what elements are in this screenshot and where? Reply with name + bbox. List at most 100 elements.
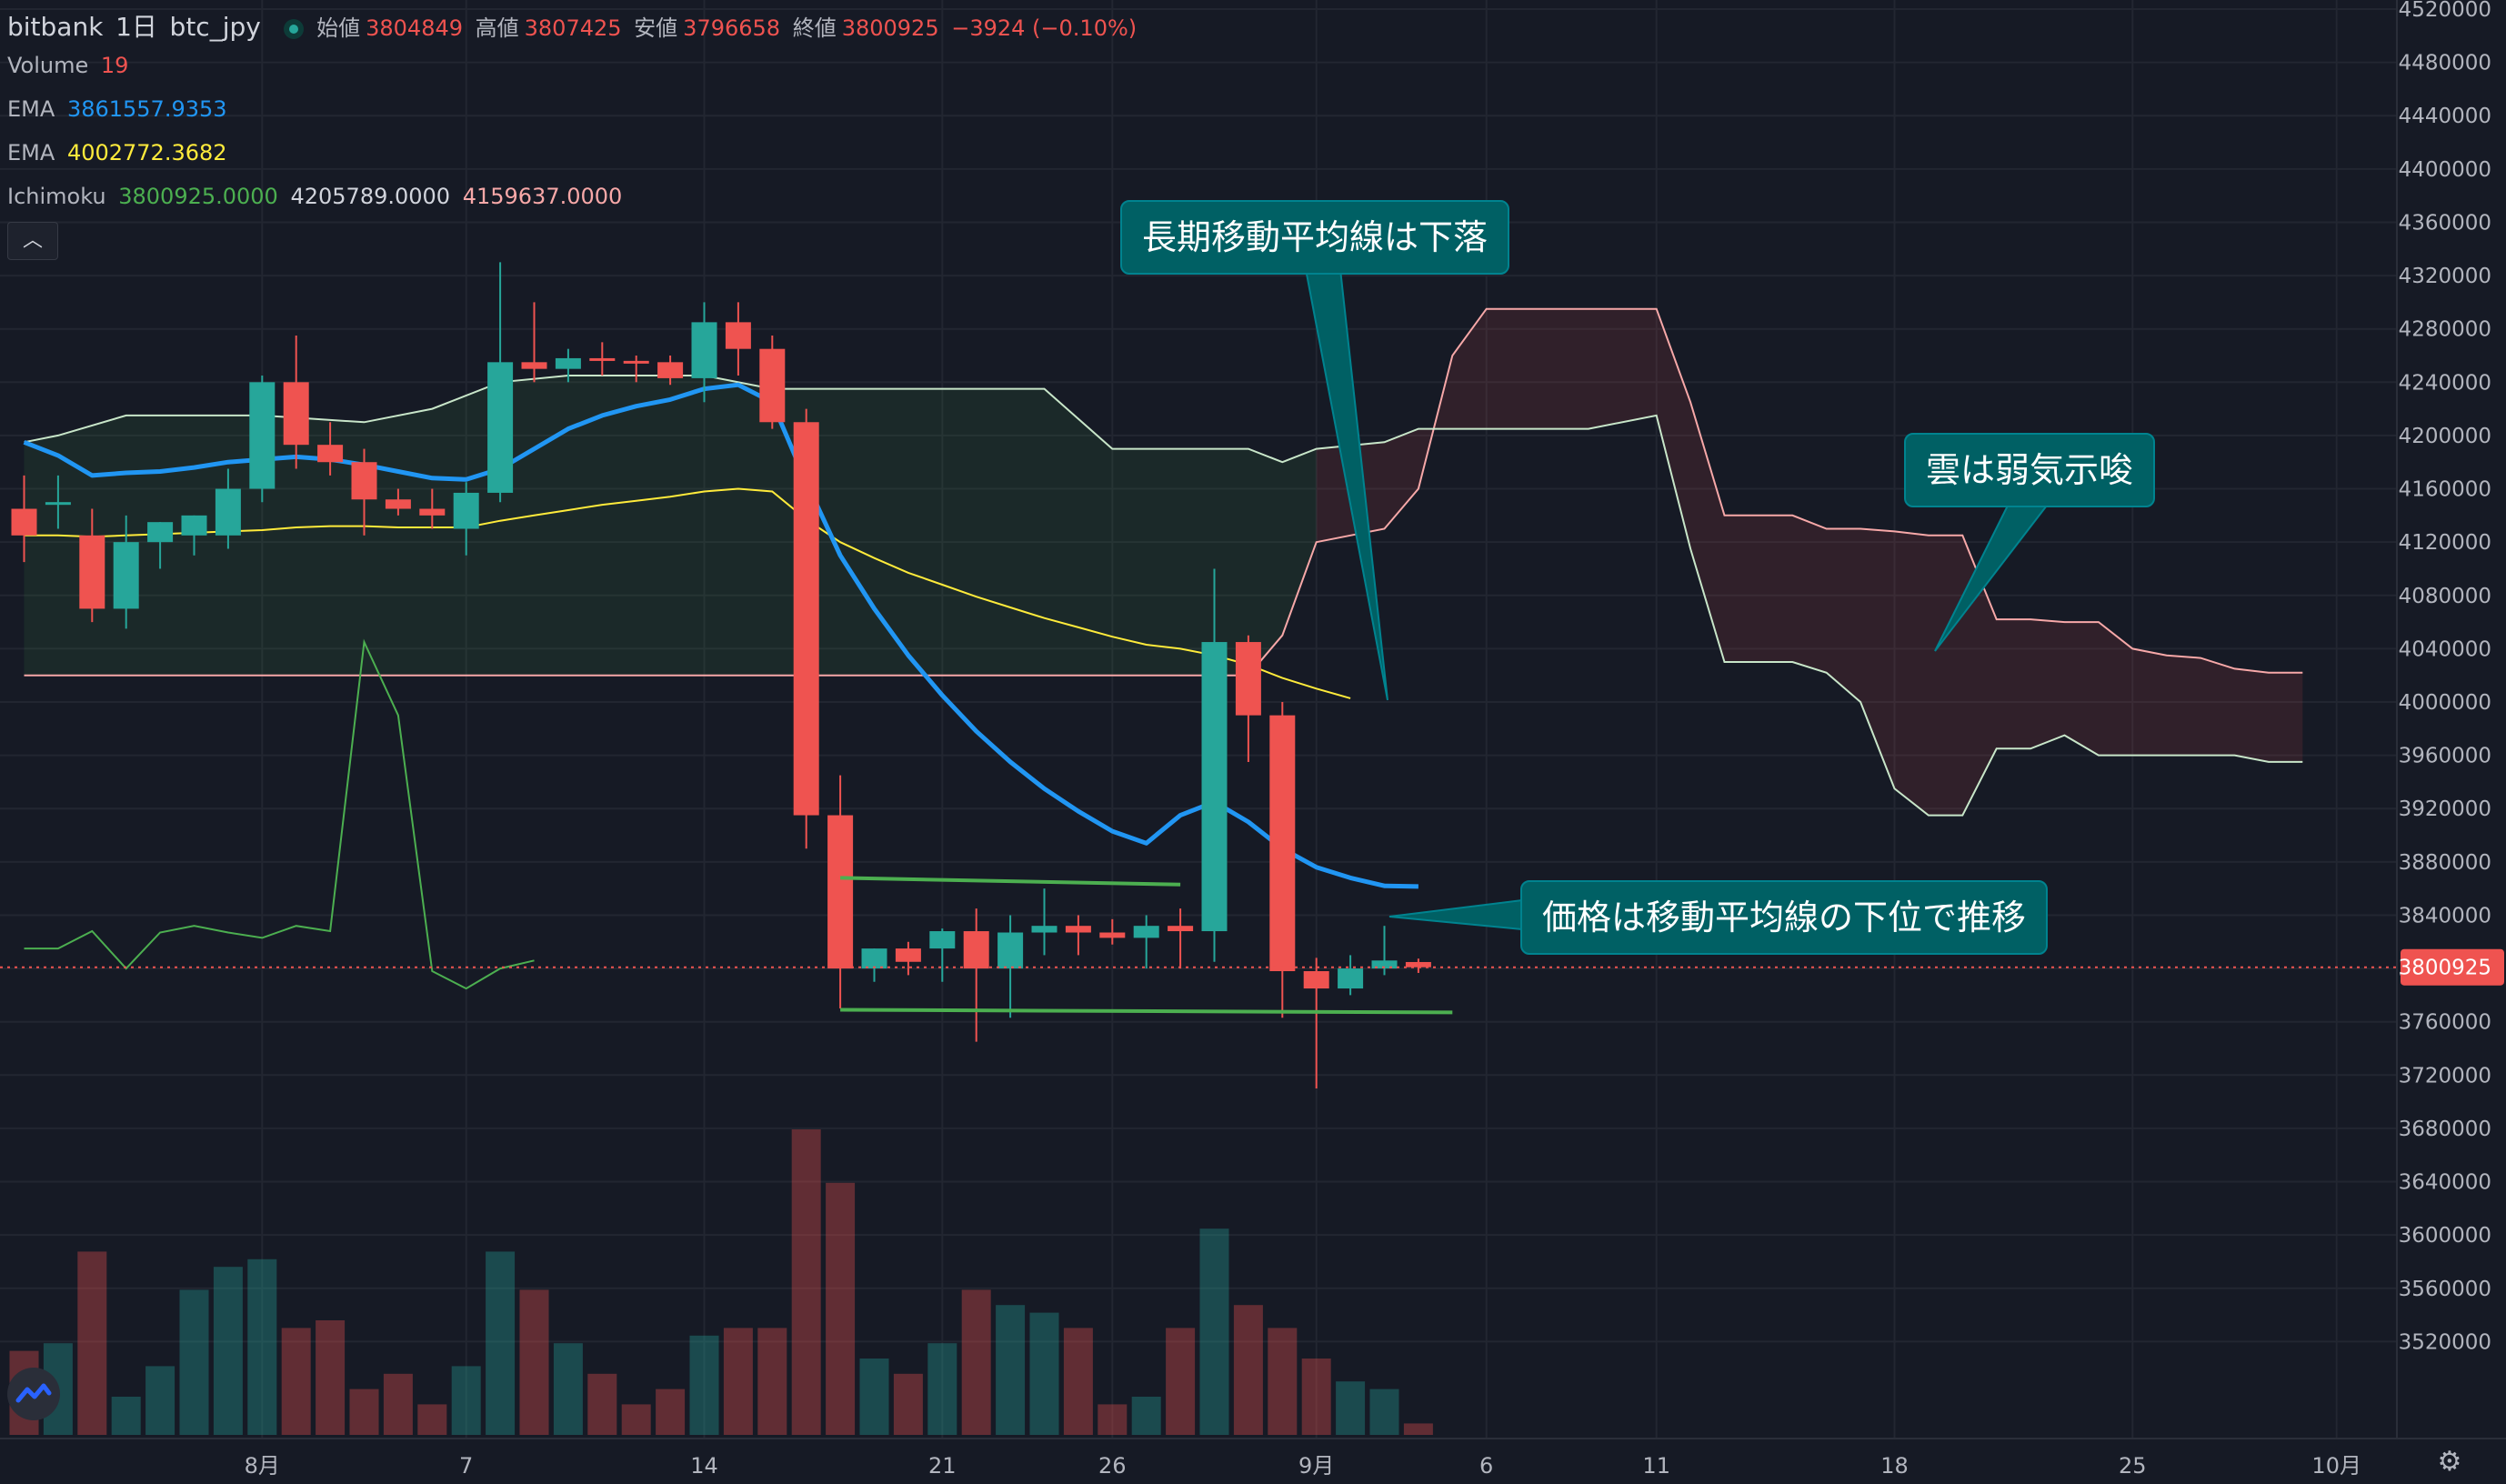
grid-lines	[0, 0, 2397, 1439]
volume-value: 19	[100, 53, 129, 78]
chikou-line	[24, 638, 535, 990]
price-tick-label: 4200000	[2399, 425, 2491, 448]
settings-gear-icon[interactable]: ⚙	[2437, 1446, 2462, 1478]
volume-bar	[826, 1182, 856, 1435]
candle-body	[861, 948, 887, 969]
candle-body	[997, 932, 1024, 969]
low-value: 3796658	[683, 15, 781, 41]
candle-body	[895, 948, 921, 962]
ema-long-legend[interactable]: EMA 4002772.3682	[7, 140, 233, 165]
price-tick-label: 3600000	[2399, 1224, 2491, 1248]
ema-long-label: EMA	[7, 140, 55, 165]
price-tick-label: 4320000	[2399, 265, 2491, 288]
callout-long-ma-text: 長期移動平均線は下落	[1142, 217, 1489, 257]
candle-body	[1065, 926, 1091, 933]
candle-body	[11, 508, 37, 536]
candle-body	[623, 360, 649, 364]
pointer-price	[1388, 898, 1523, 931]
time-tick-label: 18	[1880, 1453, 1909, 1479]
volume-bar	[1336, 1381, 1366, 1435]
last-price-label: 3800925	[2399, 957, 2491, 980]
volume-bar	[859, 1359, 889, 1435]
price-axis-bg	[2397, 0, 2506, 1439]
time-tick-label: 9月	[1298, 1453, 1334, 1479]
candlesticks	[11, 262, 1431, 1088]
exchange-name[interactable]: bitbank	[7, 12, 104, 42]
volume-bar	[1233, 1305, 1263, 1435]
volume-bar	[621, 1404, 651, 1435]
volume-bar	[281, 1328, 311, 1435]
ichimoku-value-1: 3800925.0000	[118, 184, 278, 209]
volume-legend[interactable]: Volume 19	[7, 53, 134, 78]
price-tick-label: 3560000	[2399, 1278, 2491, 1301]
candle-body	[1201, 642, 1228, 932]
candle-body	[521, 362, 547, 369]
candle-body	[385, 499, 411, 509]
volume-bar	[757, 1328, 787, 1435]
candle-body	[283, 382, 309, 446]
volume-bar	[519, 1289, 549, 1435]
symbol-name[interactable]: btc_jpy	[169, 12, 261, 42]
candle-body	[453, 492, 479, 529]
time-tick-label: 21	[928, 1453, 957, 1479]
candle-body	[1235, 642, 1261, 716]
price-axis[interactable]: 4520000 4480000 4440000 4400000 4360000 43200…	[2396, 0, 2506, 1439]
candle-body	[147, 522, 174, 543]
volume-bar	[1199, 1228, 1229, 1435]
volume-bar	[451, 1366, 481, 1435]
volume-bars	[9, 1129, 1433, 1435]
volume-bar	[179, 1289, 209, 1435]
market-status-icon	[284, 19, 305, 39]
callout-long-ma: 長期移動平均線は下落	[1120, 200, 1510, 275]
candle-body	[419, 508, 446, 516]
candle-body	[963, 931, 989, 969]
candle-body	[1031, 926, 1058, 933]
volume-bar	[349, 1389, 379, 1435]
support-lines	[840, 876, 1453, 1015]
volume-bar	[213, 1267, 243, 1435]
candle-body	[317, 445, 344, 463]
volume-bar	[1098, 1404, 1128, 1435]
ema-short-value: 3861557.9353	[66, 96, 227, 122]
candle-body	[113, 542, 139, 609]
volume-bar	[316, 1320, 346, 1435]
price-tick-label: 4040000	[2399, 637, 2491, 661]
volume-bar	[417, 1404, 447, 1435]
ema-short-legend[interactable]: EMA 3861557.9353	[7, 96, 233, 122]
ichimoku-cloud	[24, 307, 2303, 817]
close-value: 3800925	[841, 15, 939, 41]
volume-bar	[77, 1251, 107, 1435]
candle-body	[181, 515, 207, 536]
callout-cloud: 雲は弱気示唆	[1904, 433, 2156, 507]
time-tick-label: 14	[690, 1453, 718, 1479]
close-label: 終値	[792, 15, 837, 41]
cloud-span-a-line	[24, 307, 2303, 677]
candle-body	[725, 322, 751, 349]
price-tick-label: 4080000	[2399, 585, 2491, 608]
price-tick-label: 4240000	[2399, 371, 2491, 395]
candle-body	[1303, 971, 1329, 989]
tradingview-logo-icon[interactable]	[7, 1368, 60, 1420]
cloud-bearish-area	[1316, 308, 2303, 816]
symbol-legend: bitbank 1日 btc_jpy 始値 3804849 高値 3807425 安…	[7, 7, 1142, 44]
interval-label[interactable]: 1日	[115, 12, 157, 42]
time-axis[interactable]: 8月 7 14 21 26 9月 6 11 18 25 10月	[0, 1438, 2506, 1484]
volume-bar	[553, 1343, 583, 1435]
candle-body	[351, 462, 377, 500]
ichimoku-legend[interactable]: Ichimoku 3800925.0000 4205789.0000 41596…	[7, 184, 627, 209]
volume-bar	[927, 1343, 957, 1435]
collapse-legend-button[interactable]: ︿	[7, 222, 58, 260]
price-tick-label: 3720000	[2399, 1064, 2491, 1088]
candle-body	[691, 322, 717, 378]
candle-body	[487, 362, 514, 493]
volume-bar	[689, 1335, 719, 1435]
price-tick-label: 4400000	[2399, 158, 2491, 182]
candle-body	[1338, 968, 1364, 989]
volume-bar	[486, 1251, 516, 1435]
low-label: 安値	[634, 15, 678, 41]
candle-body	[589, 357, 616, 361]
price-tick-label: 3680000	[2399, 1118, 2491, 1141]
time-tick-label: 25	[2119, 1453, 2147, 1479]
volume-bar	[996, 1305, 1026, 1435]
